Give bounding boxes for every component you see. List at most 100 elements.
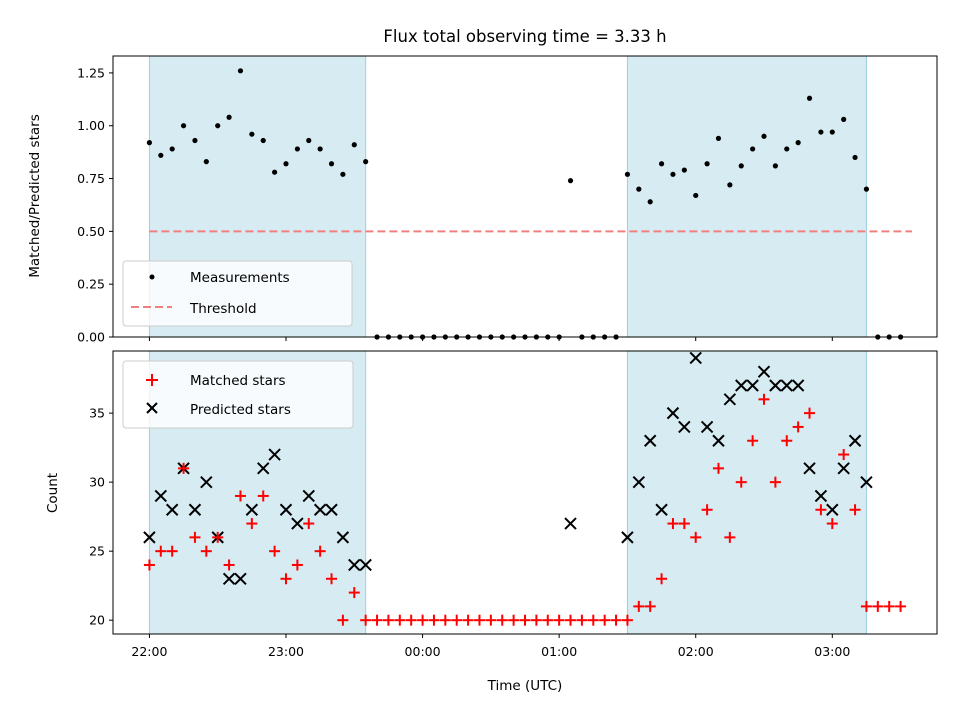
predicted-star-point [655, 503, 668, 516]
x-tick-label: 00:00 [405, 644, 441, 659]
y-tick-label: 0.00 [77, 330, 105, 345]
predicted-star-point [325, 503, 338, 516]
predicted-star-point [348, 558, 361, 572]
y-tick-label: 0.50 [77, 224, 105, 239]
measurement-point [624, 171, 631, 177]
measurement-point [727, 182, 733, 188]
matched-star-point [291, 559, 303, 571]
predicted-star-point [268, 448, 281, 461]
predicted-star-point [154, 489, 168, 503]
measurement-point [203, 159, 209, 165]
predicted-star-point [791, 379, 805, 392]
predicted-star-point [780, 379, 793, 392]
predicted-star-point [222, 572, 236, 585]
predicted-star-point [746, 379, 759, 392]
predicted-star-point [245, 503, 259, 516]
matched-star-point [587, 614, 599, 626]
top-panel: 0.00 0.25 0.50 0.75 1.00 1.25 Matched/Predict… [27, 55, 938, 345]
predicted-star-point [712, 434, 725, 447]
predicted-star-point [291, 517, 304, 530]
matched-star-point [553, 614, 565, 626]
y-tick-label: 25 [89, 544, 105, 559]
predicted-star-point [336, 531, 350, 544]
predicted-star-point [735, 379, 748, 392]
top-chart-title: Flux total observing time = 3.33 h [383, 27, 666, 46]
matched-star-point [621, 614, 633, 626]
measurement-point [806, 95, 813, 101]
matched-star-point [212, 531, 224, 543]
predicted-star-point [814, 489, 828, 503]
legend-matched-marker [146, 374, 158, 386]
observing-span [627, 351, 867, 634]
predicted-star-point [757, 365, 771, 378]
legend-threshold-label: Threshold [189, 301, 257, 317]
matched-star-point [644, 600, 656, 612]
measurement-points [146, 68, 904, 340]
matched-star-point [496, 614, 508, 626]
matched-star-point [599, 614, 611, 626]
matched-star-point [314, 545, 326, 557]
matched-star-point [189, 531, 201, 543]
measurement-point [294, 146, 300, 152]
x-tick-label: 02:00 [678, 644, 714, 659]
x-tick-label: 03:00 [814, 644, 850, 659]
matched-star-point [542, 614, 554, 626]
matched-star-point [280, 573, 292, 585]
measurement-point [180, 123, 187, 129]
measurement-point [738, 163, 744, 169]
matched-star-point [747, 435, 759, 447]
bottom-legend-box [122, 360, 354, 429]
measurement-point [146, 140, 153, 146]
matched-star-point [667, 518, 679, 530]
matched-star-point [565, 614, 577, 626]
matched-star-point [838, 449, 850, 461]
measurement-point [784, 146, 790, 152]
matched-star-point [690, 531, 702, 543]
matched-star-point [860, 600, 872, 612]
measurement-point [715, 135, 722, 141]
predicted-star-point [234, 572, 247, 585]
bottom-y-axis-label: Count [45, 473, 61, 513]
y-tick-label: 1.00 [77, 118, 105, 133]
measurement-point [328, 161, 335, 167]
matched-star-point [485, 614, 497, 626]
matched-star-points [143, 393, 907, 626]
measurement-point [704, 161, 710, 167]
matched-star-point [439, 614, 451, 626]
matched-star-point [576, 614, 588, 626]
measurement-point [158, 152, 164, 158]
measurement-point [658, 161, 665, 167]
matched-star-point [462, 614, 474, 626]
y-tick-label: 0.75 [77, 171, 105, 186]
matched-star-point [337, 614, 349, 626]
matched-star-point [200, 545, 212, 557]
matched-star-point [530, 614, 542, 626]
measurement-point [693, 192, 699, 199]
measurement-point [852, 154, 858, 161]
x-tick-label: 23:00 [268, 644, 304, 659]
measurement-point [670, 171, 676, 177]
predicted-star-point [143, 531, 156, 544]
matched-star-point [394, 614, 406, 626]
matched-star-point [701, 504, 713, 516]
matched-star-point [895, 600, 907, 612]
predicted-star-point [678, 420, 691, 434]
measurement-point [226, 114, 232, 120]
matched-star-point [178, 462, 190, 474]
predicted-star-point [165, 503, 179, 516]
matched-star-point [735, 476, 747, 488]
matched-star-point [712, 462, 724, 474]
matched-star-point [883, 600, 895, 612]
matched-star-point [519, 614, 531, 626]
observing-span [627, 56, 867, 337]
measurement-point [567, 178, 574, 184]
predicted-star-point [200, 475, 213, 489]
matched-star-point [234, 490, 246, 502]
matched-star-point [405, 614, 417, 626]
measurement-point [841, 116, 847, 122]
matched-star-point [826, 518, 838, 530]
predicted-star-point [643, 434, 657, 447]
matched-star-point [326, 573, 338, 585]
matched-star-point [303, 518, 315, 530]
bottom-legend: Matched stars Predicted stars [122, 360, 354, 429]
